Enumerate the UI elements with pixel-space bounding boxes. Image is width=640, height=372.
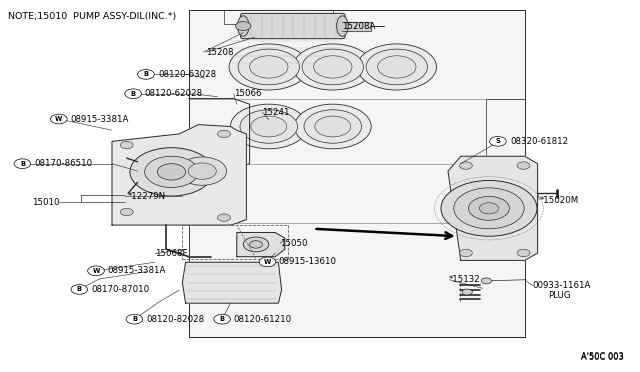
Text: *15020M: *15020M <box>540 196 579 205</box>
Polygon shape <box>243 15 342 37</box>
Text: 00933-1161A: 00933-1161A <box>532 281 591 290</box>
Circle shape <box>462 289 472 295</box>
Circle shape <box>315 116 351 137</box>
Text: 08915-3381A: 08915-3381A <box>70 115 129 124</box>
Circle shape <box>460 162 472 169</box>
Circle shape <box>238 49 300 85</box>
Text: 08170-87010: 08170-87010 <box>91 285 149 294</box>
Polygon shape <box>189 10 525 337</box>
Text: A'50C 003: A'50C 003 <box>581 352 624 361</box>
Text: NOTE;15010  PUMP ASSY-DIL(INC.*): NOTE;15010 PUMP ASSY-DIL(INC.*) <box>8 12 176 21</box>
Circle shape <box>130 148 213 196</box>
Text: *15132: *15132 <box>449 275 481 284</box>
Text: 15010: 15010 <box>32 198 60 207</box>
Polygon shape <box>342 22 371 31</box>
Circle shape <box>14 159 31 169</box>
Polygon shape <box>182 262 282 303</box>
Ellipse shape <box>237 16 249 36</box>
Text: PLUG: PLUG <box>548 291 570 300</box>
Text: 08120-82028: 08120-82028 <box>146 315 204 324</box>
Text: 08120-61210: 08120-61210 <box>234 315 292 324</box>
FancyBboxPatch shape <box>241 13 345 39</box>
Text: 15241: 15241 <box>262 108 290 117</box>
Polygon shape <box>112 125 246 225</box>
Circle shape <box>294 104 371 149</box>
Polygon shape <box>227 9 333 15</box>
Text: W: W <box>264 259 271 265</box>
Text: 15068F: 15068F <box>155 249 188 258</box>
Circle shape <box>251 116 287 137</box>
Circle shape <box>314 56 352 78</box>
Circle shape <box>243 237 269 252</box>
Circle shape <box>188 163 216 179</box>
Circle shape <box>120 141 133 149</box>
Circle shape <box>490 137 506 146</box>
Text: W: W <box>55 116 63 122</box>
Text: 15208A: 15208A <box>342 22 376 31</box>
Circle shape <box>468 196 509 220</box>
Polygon shape <box>448 156 538 260</box>
Text: B: B <box>77 286 82 292</box>
Text: *12279N: *12279N <box>128 192 166 201</box>
Circle shape <box>479 203 499 214</box>
Circle shape <box>229 44 308 90</box>
Text: S: S <box>495 138 500 144</box>
Text: W: W <box>92 268 100 274</box>
Circle shape <box>214 314 230 324</box>
Text: 15208: 15208 <box>206 48 234 57</box>
Text: B: B <box>143 71 148 77</box>
Circle shape <box>454 188 524 229</box>
Circle shape <box>304 110 362 143</box>
Circle shape <box>481 278 492 284</box>
Ellipse shape <box>337 16 348 36</box>
Circle shape <box>125 89 141 99</box>
Circle shape <box>517 162 530 169</box>
Circle shape <box>145 156 198 187</box>
Circle shape <box>240 110 298 143</box>
Text: 08120-62028: 08120-62028 <box>145 89 203 98</box>
Circle shape <box>178 157 227 185</box>
Text: B: B <box>20 161 25 167</box>
Circle shape <box>366 49 428 85</box>
Text: B: B <box>220 316 225 322</box>
Circle shape <box>51 114 67 124</box>
Text: 08170-86510: 08170-86510 <box>34 159 92 168</box>
Circle shape <box>250 241 262 248</box>
Text: 08915-3381A: 08915-3381A <box>108 266 166 275</box>
Circle shape <box>259 257 276 267</box>
Text: 08120-63028: 08120-63028 <box>158 70 216 79</box>
Circle shape <box>517 249 530 257</box>
Circle shape <box>378 56 416 78</box>
Circle shape <box>138 70 154 79</box>
Circle shape <box>441 180 537 236</box>
Circle shape <box>357 44 436 90</box>
Text: A'50C 003: A'50C 003 <box>581 353 624 362</box>
Circle shape <box>302 49 364 85</box>
Circle shape <box>157 164 186 180</box>
Circle shape <box>236 22 251 31</box>
Circle shape <box>250 56 288 78</box>
Text: 15050: 15050 <box>280 239 308 248</box>
Polygon shape <box>237 232 285 257</box>
Circle shape <box>71 285 88 294</box>
Text: B: B <box>132 316 137 322</box>
Circle shape <box>120 208 133 216</box>
Text: B: B <box>131 91 136 97</box>
Circle shape <box>230 104 307 149</box>
Circle shape <box>126 314 143 324</box>
Circle shape <box>218 214 230 221</box>
Circle shape <box>88 266 104 276</box>
Text: 08320-61812: 08320-61812 <box>510 137 568 146</box>
Text: 15066: 15066 <box>234 89 261 98</box>
Text: 08915-13610: 08915-13610 <box>278 257 337 266</box>
Circle shape <box>293 44 372 90</box>
Bar <box>182 225 288 259</box>
Circle shape <box>460 249 472 257</box>
Circle shape <box>218 130 230 138</box>
